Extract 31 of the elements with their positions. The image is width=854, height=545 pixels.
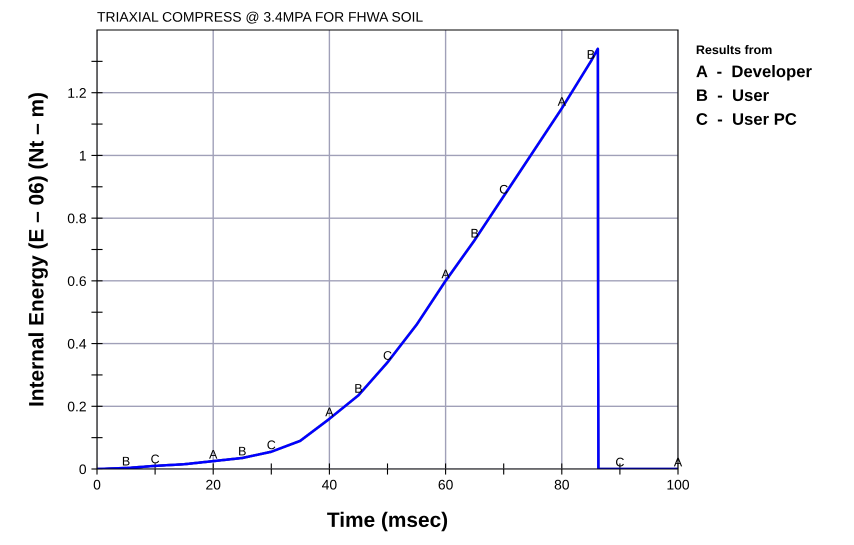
- x-axis-title: Time (msec): [327, 512, 448, 532]
- annotation: C: [267, 440, 276, 450]
- y-tick-label: 0: [79, 464, 86, 474]
- x-tick-label: 0: [94, 480, 100, 490]
- x-tick-label: 20: [206, 480, 220, 490]
- annotation: A: [441, 270, 450, 278]
- legend-title: Results from: [696, 45, 772, 54]
- x-tick-label: 100: [667, 480, 690, 490]
- text: B - User: [697, 89, 769, 102]
- annotation: C: [384, 351, 392, 360]
- annotation: B: [355, 384, 362, 393]
- annotation: B: [472, 228, 478, 238]
- y-tick-label: 0.6: [68, 276, 86, 286]
- chart-title: TRIAXIAL COMPRESS @ 3.4MPA FOR FHWA SOIL: [97, 12, 423, 24]
- x-tick-label: 80: [554, 480, 569, 490]
- x-tick-label: 40: [322, 480, 337, 490]
- text: C - User PC: [696, 113, 796, 125]
- text: A - Developer: [696, 64, 812, 81]
- annotation: B: [122, 456, 130, 466]
- annotation: A: [325, 408, 334, 416]
- y-axis-title: Internal Energy (E – 06) (Nt – m): [28, 93, 48, 406]
- y-tick-label: 1: [80, 150, 86, 160]
- x-tick-label: 60: [438, 480, 453, 490]
- annotation: A: [209, 450, 218, 459]
- y-tick-label: 0.4: [68, 338, 86, 349]
- annotation: C: [616, 458, 624, 467]
- annotation: B: [239, 446, 246, 456]
- y-tick-label: 0.8: [68, 213, 86, 224]
- y-tick-label: 0.2: [68, 402, 86, 412]
- annotation: C: [151, 454, 160, 464]
- y-tick-label: 1.2: [68, 88, 86, 98]
